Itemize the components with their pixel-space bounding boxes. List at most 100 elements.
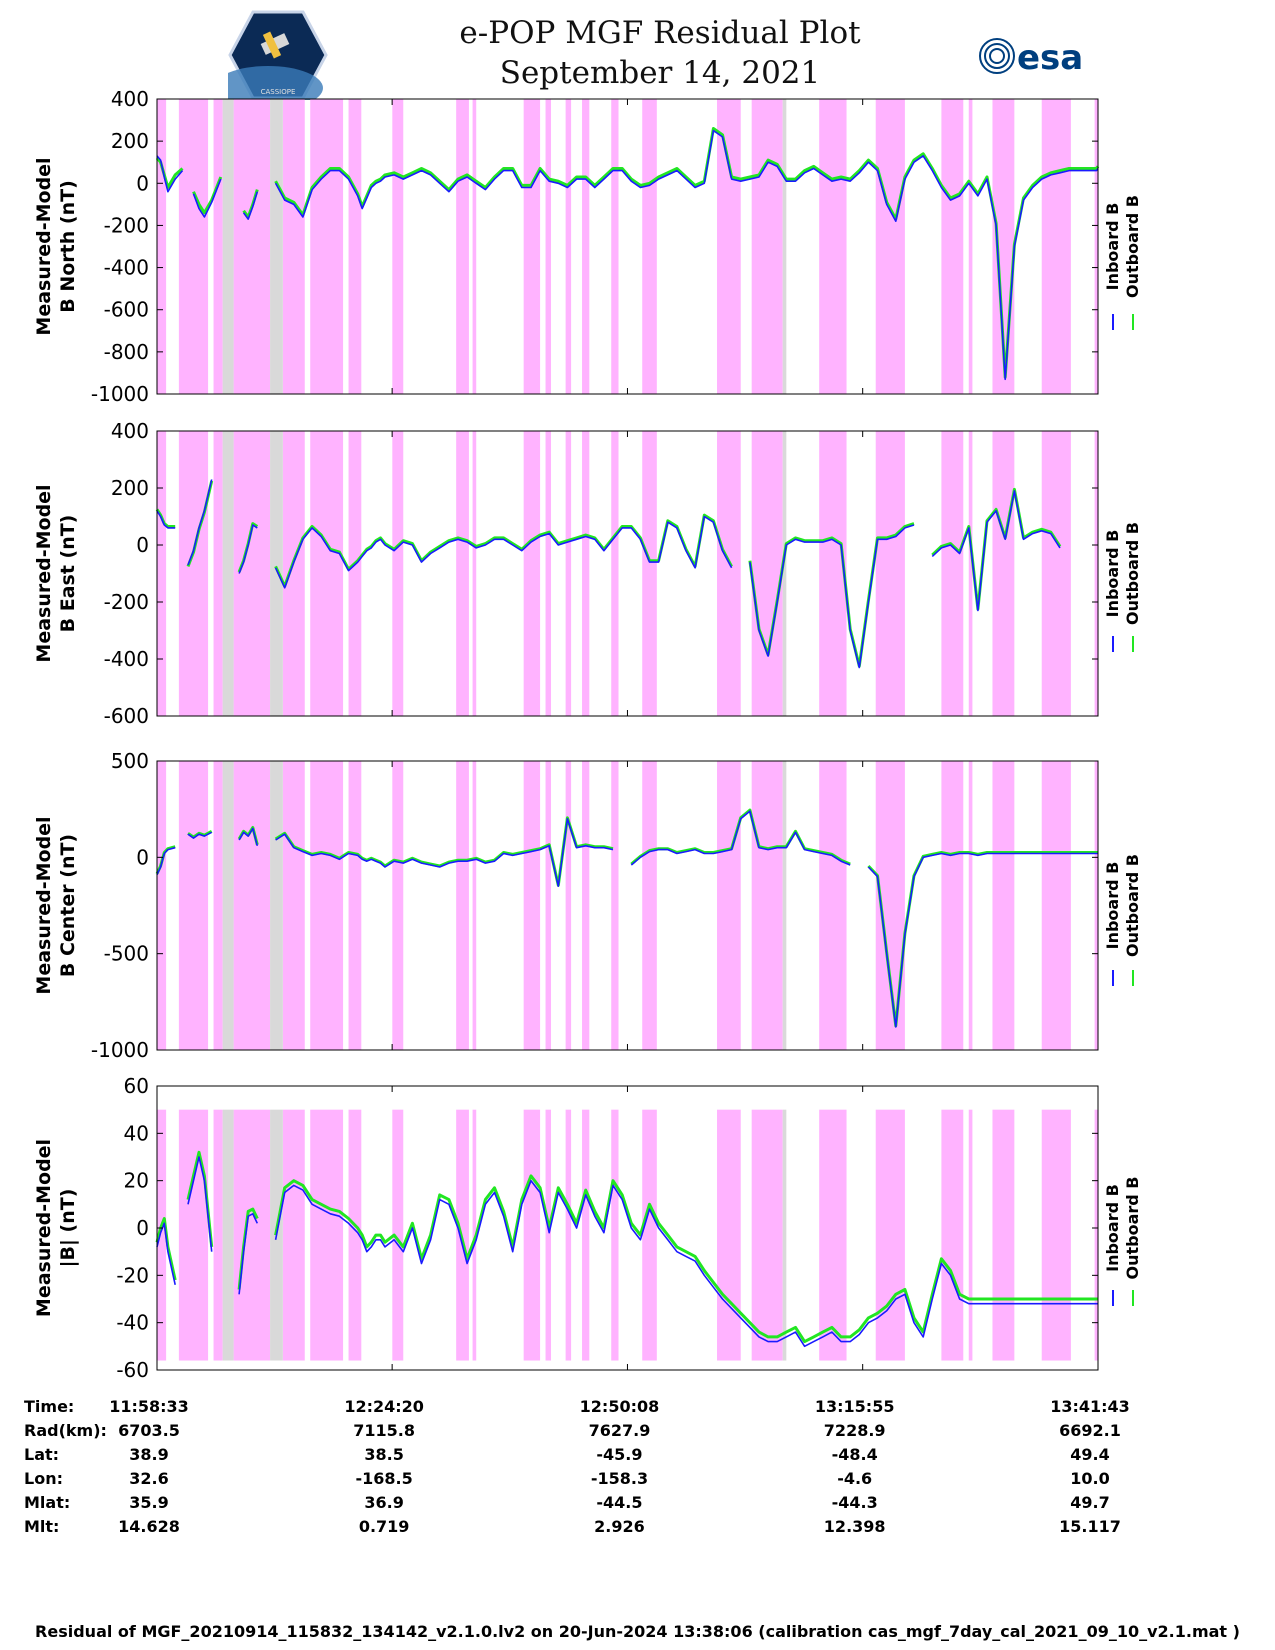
flag-span-magenta [968, 761, 973, 1050]
series-inboard [156, 810, 1098, 1028]
flag-span-magenta [523, 99, 541, 394]
legend-label: Outboard B [1123, 1177, 1142, 1280]
y-tick-label: -1000 [91, 382, 149, 406]
flag-span-magenta [717, 99, 741, 394]
y-tick-label: 0 [136, 1216, 149, 1240]
y-axis-label: B North (nT) [57, 180, 79, 313]
flag-span-magenta [941, 761, 964, 1050]
y-tick-label: 500 [111, 749, 149, 773]
series-inboard [156, 1156, 1098, 1348]
flag-span-magenta [611, 1109, 619, 1361]
y-tick-label: -600 [104, 704, 149, 728]
y-tick-label: -600 [104, 298, 149, 322]
flag-span-magenta [472, 431, 477, 716]
flag-span-magenta [751, 1109, 783, 1361]
flag-span-gray [782, 99, 787, 394]
y-tick-label: -40 [116, 1311, 149, 1335]
flag-span-magenta [1041, 99, 1071, 394]
legend-label: Inboard B [1103, 203, 1122, 291]
flag-span-magenta [1094, 1109, 1098, 1361]
table-cell: 10.0 [1070, 1469, 1109, 1488]
flag-span-magenta [611, 761, 619, 1050]
table-cell: 35.9 [129, 1493, 168, 1512]
svg-text:esa: esa [1017, 38, 1083, 78]
flag-span-magenta [717, 1109, 741, 1361]
table-cell: -44.3 [832, 1493, 878, 1512]
flag-span-magenta [751, 431, 783, 716]
table-cell: 11:58:33 [109, 1397, 189, 1416]
flag-span-magenta [282, 99, 305, 394]
flag-span-gray [222, 761, 234, 1050]
flag-span-magenta [992, 761, 1015, 1050]
cassiope-logo: CASSIOPE [228, 10, 328, 100]
flag-span-magenta [941, 431, 964, 716]
flag-span-magenta [157, 99, 167, 394]
flag-span-magenta [582, 431, 590, 716]
table-cell: 32.6 [129, 1469, 168, 1488]
flag-span-magenta [472, 99, 477, 394]
flag-span-gray [222, 431, 234, 716]
flag-span-magenta [941, 99, 964, 394]
y-tick-label: 0 [136, 533, 149, 557]
y-tick-label: -500 [104, 942, 149, 966]
flag-span-magenta [456, 99, 469, 394]
flag-span-magenta [157, 431, 167, 716]
flag-span-magenta [178, 99, 209, 394]
flag-span-magenta [1094, 431, 1098, 716]
plot-date: September 14, 2021 [499, 55, 821, 91]
flag-span-magenta [213, 1109, 223, 1361]
flag-span-magenta [717, 431, 741, 716]
table-cell: -158.3 [591, 1469, 648, 1488]
flag-span-magenta [565, 431, 572, 716]
flag-span-magenta [968, 431, 973, 716]
table-cell: 15.117 [1059, 1517, 1121, 1536]
y-tick-label: -800 [104, 340, 149, 364]
table-cell: 7627.9 [589, 1421, 651, 1440]
table-cell: -4.6 [837, 1469, 872, 1488]
legend-label: Outboard B [1123, 195, 1142, 298]
flag-span-magenta [178, 431, 209, 716]
flag-span-magenta [545, 99, 552, 394]
flag-span-magenta [233, 761, 271, 1050]
table-cell: 12.398 [824, 1517, 886, 1536]
y-tick-label: -200 [104, 590, 149, 614]
flag-span-magenta [941, 1109, 964, 1361]
flag-span-magenta [819, 99, 847, 394]
flag-span-magenta [472, 761, 477, 1050]
flag-span-magenta [310, 761, 344, 1050]
flag-span-magenta [1041, 431, 1071, 716]
flag-span-magenta [875, 99, 905, 394]
flag-span-gray [270, 431, 283, 716]
flag-span-magenta [717, 761, 741, 1050]
y-axis-label: B East (nT) [57, 515, 79, 633]
flag-span-magenta [157, 761, 167, 1050]
panel-total: 60 40 20 0 -20 -40 -60 Measured-Model |B| (nT) In… [33, 1074, 1142, 1382]
flag-span-magenta [565, 1109, 572, 1361]
flag-span-gray [782, 1109, 787, 1361]
y-tick-label: 200 [111, 476, 149, 500]
flag-span-gray [222, 1109, 234, 1361]
y-tick-label: -400 [104, 256, 149, 280]
flag-span-magenta [392, 761, 404, 1050]
y-tick-label: 200 [111, 129, 149, 153]
flag-span-magenta [348, 99, 362, 394]
y-axis-label: Measured-Model [33, 157, 55, 335]
flag-span-magenta [611, 99, 619, 394]
table-cell: -44.5 [596, 1493, 642, 1512]
y-tick-label: 400 [111, 419, 149, 443]
table-row-label: Rad(km): [24, 1421, 107, 1440]
table-cell: 49.7 [1070, 1493, 1109, 1512]
flag-span-magenta [310, 1109, 344, 1361]
flag-span-magenta [1041, 1109, 1071, 1361]
flag-span-magenta [1041, 761, 1071, 1050]
flag-span-magenta [310, 431, 344, 716]
series-inboard [156, 479, 1061, 669]
flag-span-magenta [992, 431, 1015, 716]
table-cell: -168.5 [356, 1469, 413, 1488]
table-cell: 49.4 [1070, 1445, 1109, 1464]
flag-span-gray [782, 431, 787, 716]
flag-span-magenta [611, 431, 619, 716]
flag-span-magenta [392, 431, 404, 716]
flag-span-magenta [545, 431, 552, 716]
flag-span-magenta [968, 99, 973, 394]
